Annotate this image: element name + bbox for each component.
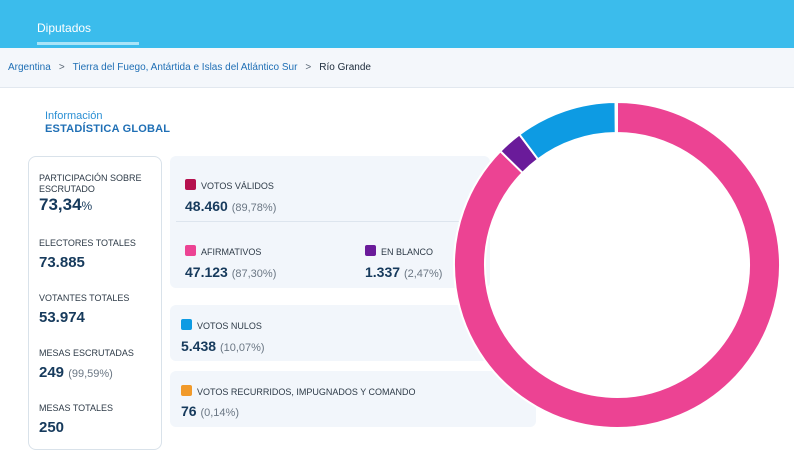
mesas-escrutadas-value: 249 (99,59%) <box>39 364 113 381</box>
en-blanco-pct: (2,47%) <box>403 268 443 280</box>
participacion-label-line1: PARTICIPACIÓN SOBRE <box>39 173 142 183</box>
votos-nulos-swatch <box>181 319 192 330</box>
participacion-label: PARTICIPACIÓN SOBRE ESCRUTADO <box>39 173 142 195</box>
votos-validos-swatch <box>185 179 196 190</box>
votos-nulos-text: VOTOS NULOS <box>197 321 262 331</box>
breadcrumb: Argentina > Tierra del Fuego, Antártida e … <box>0 48 794 88</box>
votos-recurridos-swatch <box>181 385 192 396</box>
votos-validos-pct: (89,78%) <box>231 202 277 214</box>
votos-nulos-pct: (10,07%) <box>219 342 265 354</box>
mesas-totales-label: MESAS TOTALES <box>39 403 114 413</box>
votos-nulos-label: VOTOS NULOS <box>181 319 262 331</box>
votos-recurridos-panel <box>170 371 536 427</box>
stats-card: PARTICIPACIÓN SOBRE ESCRUTADO 73,34% ELE… <box>28 156 162 450</box>
votos-nulos-value: 5.438 (10,07%) <box>181 338 265 354</box>
afirmativos-text: AFIRMATIVOS <box>201 247 262 257</box>
donut-slice-0[interactable] <box>453 100 781 429</box>
votos-validos-text: VOTOS VÁLIDOS <box>201 181 274 191</box>
en-blanco-text: EN BLANCO <box>381 247 434 257</box>
active-tab-indicator <box>37 42 139 45</box>
afirmativos-swatch <box>185 245 196 256</box>
afirmativos-label: AFIRMATIVOS <box>185 245 261 257</box>
mesas-escrutadas-pct: (99,59%) <box>68 368 113 380</box>
votos-recurridos-label: VOTOS RECURRIDOS, IMPUGNADOS Y COMANDO <box>181 385 416 397</box>
donut-slice-3[interactable] <box>614 100 618 135</box>
votos-recurridos-text: VOTOS RECURRIDOS, IMPUGNADOS Y COMANDO <box>197 387 416 397</box>
breadcrumb-current: Río Grande <box>319 62 371 73</box>
votantes-value: 53.974 <box>39 309 85 326</box>
electores-value: 73.885 <box>39 254 85 271</box>
tab-diputados-nacionales[interactable]: Diputados Nacionales <box>37 21 96 91</box>
afirmativos-pct: (87,30%) <box>231 268 277 280</box>
section-title: ESTADÍSTICA GLOBAL <box>45 123 171 135</box>
participacion-value: 73,34% <box>39 195 92 215</box>
participacion-unit: % <box>81 199 93 213</box>
votes-donut-chart <box>453 100 781 429</box>
en-blanco-label: EN BLANCO <box>365 245 433 257</box>
mesas-totales-value: 250 <box>39 419 65 436</box>
participacion-number: 73,34 <box>39 195 82 214</box>
votantes-label: VOTANTES TOTALES <box>39 293 130 303</box>
electores-label: ELECTORES TOTALES <box>39 238 136 248</box>
en-blanco-value: 1.337 (2,47%) <box>365 264 442 280</box>
afirmativos-number: 47.123 <box>185 264 228 280</box>
votos-nulos-number: 5.438 <box>181 338 217 354</box>
breadcrumb-separator: > <box>305 62 312 73</box>
votos-recurridos-value: 76 (0,14%) <box>181 403 239 419</box>
votos-recurridos-pct: (0,14%) <box>200 407 239 419</box>
votos-validos-value: 48.460 (89,78%) <box>185 198 276 214</box>
votos-recurridos-number: 76 <box>181 403 197 419</box>
votos-validos-label: VOTOS VÁLIDOS <box>185 179 274 191</box>
votos-nulos-panel <box>170 305 490 361</box>
donut-slice-2[interactable] <box>518 100 617 161</box>
en-blanco-swatch <box>365 245 376 256</box>
top-nav-bar <box>0 0 794 48</box>
info-label: Información <box>45 110 103 122</box>
breadcrumb-separator: > <box>58 62 65 73</box>
mesas-escrutadas-number: 249 <box>39 364 65 381</box>
panel-divider <box>176 221 476 222</box>
breadcrumb-argentina[interactable]: Argentina <box>8 62 51 73</box>
afirmativos-value: 47.123 (87,30%) <box>185 264 276 280</box>
votos-validos-panel <box>170 156 490 288</box>
en-blanco-number: 1.337 <box>365 264 401 280</box>
votos-validos-number: 48.460 <box>185 198 228 214</box>
mesas-escrutadas-label: MESAS ESCRUTADAS <box>39 348 134 358</box>
participacion-label-line2: ESCRUTADO <box>39 184 95 194</box>
breadcrumb-province[interactable]: Tierra del Fuego, Antártida e Islas del … <box>72 62 298 73</box>
